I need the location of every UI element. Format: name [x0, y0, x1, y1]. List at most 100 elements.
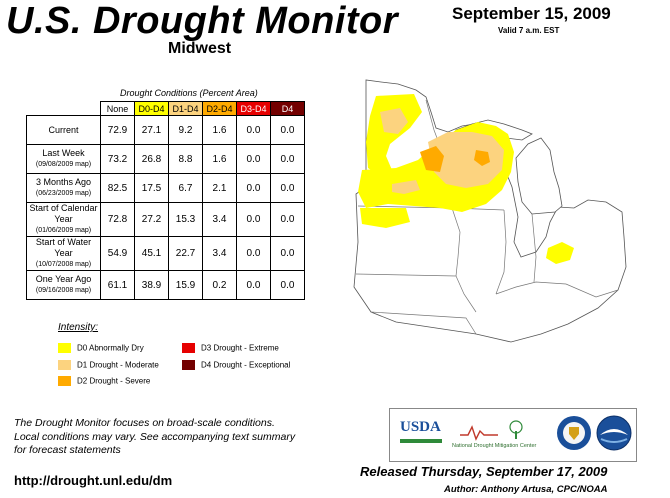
- legend-swatch-d3: [182, 343, 195, 353]
- table-caption: Drought Conditions (Percent Area): [120, 88, 258, 98]
- state-borders: [355, 99, 619, 335]
- legend-label: D4 Drought - Exceptional: [201, 360, 291, 370]
- border-ia-mo: [355, 273, 457, 277]
- d0-ohio: [546, 242, 574, 264]
- legend-title: Intensity:: [58, 322, 99, 333]
- table-cell: 1.6: [202, 144, 237, 174]
- land-michigan-lower: [515, 137, 563, 215]
- legend-item-d0: D0 Abnormally Dry: [58, 343, 144, 355]
- table-cell: 22.7: [168, 236, 203, 271]
- usda-logo: USDA: [400, 419, 441, 435]
- table-row: Start of Water Year (10/07/2008 map) 54.…: [26, 236, 305, 271]
- border-il-mo: [455, 275, 477, 313]
- table-cell: 26.8: [134, 144, 169, 174]
- noaa-logo-wave: [600, 438, 628, 443]
- col-header-d1-d4: D1-D4: [168, 101, 203, 116]
- table-cell: 45.1: [134, 236, 169, 271]
- table-cell: 3.4: [202, 202, 237, 237]
- table-cell: 0.0: [270, 144, 305, 174]
- col-header-d2-d4: D2-D4: [202, 101, 237, 116]
- table-cell: 0.0: [236, 202, 271, 237]
- noaa-logo-outer: [596, 415, 632, 451]
- legend-swatch-d2: [58, 376, 71, 386]
- border-ky: [495, 281, 619, 298]
- table-cell: 61.1: [100, 270, 135, 300]
- col-header-d3-d4: D3-D4: [236, 101, 271, 116]
- table-corner: [27, 102, 101, 116]
- table-cell: 0.0: [236, 236, 271, 271]
- legend-label: D2 Drought - Severe: [77, 376, 151, 386]
- d1-wisconsin: [428, 132, 504, 188]
- table-cell: 15.9: [168, 270, 203, 300]
- noaa-logo-icon: [596, 415, 632, 451]
- table-cell: 27.1: [134, 115, 169, 145]
- land-west: [353, 79, 627, 343]
- table-cell: 0.0: [270, 115, 305, 145]
- doc-seal-icon: [557, 416, 591, 450]
- ndmc-logo-icon: [460, 420, 523, 441]
- legend-item-d4: D4 Drought - Exceptional: [182, 360, 290, 372]
- col-header-d0-d4: D0-D4: [134, 101, 169, 116]
- row-label-sub: (10/07/2008 map): [35, 261, 92, 268]
- legend-label: D1 Drought - Moderate: [77, 360, 159, 370]
- note-line: for forecast statements: [14, 444, 121, 456]
- col-header-d4: D4: [270, 101, 305, 116]
- table-cell: 0.0: [270, 270, 305, 300]
- table-cell: 73.2: [100, 144, 135, 174]
- drought-table: None D0-D4 D1-D4 D2-D4 D3-D4 D4 Current …: [26, 101, 305, 300]
- table-cell: 0.0: [236, 173, 271, 203]
- ndmc-logo-label: National Drought Mitigation Center: [452, 443, 537, 449]
- row-label-sub: (06/23/2009 map): [35, 190, 92, 197]
- d2-wisconsin-east: [474, 150, 490, 166]
- table-row: One Year Ago (09/16/2008 map) 61.1 38.9 …: [26, 270, 305, 300]
- author-credit: Author: Anthony Artusa, CPC/NOAA: [444, 484, 608, 495]
- table-cell: 0.0: [236, 144, 271, 174]
- table-cell: 0.2: [202, 270, 237, 300]
- legend-swatch-d0: [58, 343, 71, 353]
- table-cell: 0.0: [270, 202, 305, 237]
- row-label-main: Last Week: [42, 148, 85, 158]
- table-cell: 0.0: [236, 270, 271, 300]
- row-label-main: Start of Water Year: [35, 237, 92, 258]
- border-mo-ar: [370, 311, 477, 335]
- table-cell: 8.8: [168, 144, 203, 174]
- legend-swatch-d1: [58, 360, 71, 370]
- row-label: Start of Calendar Year (01/06/2009 map): [26, 202, 101, 237]
- table-cell: 0.0: [270, 236, 305, 271]
- table-cell: 9.2: [168, 115, 203, 145]
- table-cell: 6.7: [168, 173, 203, 203]
- table-cell: 54.9: [100, 236, 135, 271]
- row-label: Last Week (09/08/2009 map): [26, 144, 101, 174]
- table-cell: 17.5: [134, 173, 169, 203]
- legend-item-d1: D1 Drought - Moderate: [58, 360, 159, 372]
- row-label-sub: (09/16/2008 map): [35, 287, 92, 294]
- doc-seal-shield: [569, 427, 579, 440]
- row-label: Start of Water Year (10/07/2008 map): [26, 236, 101, 271]
- row-label: One Year Ago (09/16/2008 map): [26, 270, 101, 300]
- table-cell: 0.0: [236, 115, 271, 145]
- ndmc-logo-trunk: [515, 431, 517, 439]
- table-row: Current 72.9 27.1 9.2 1.6 0.0 0.0: [26, 115, 305, 145]
- table-cell: 72.9: [100, 115, 135, 145]
- row-label-main: One Year Ago: [35, 274, 92, 284]
- row-label: 3 Months Ago (06/23/2009 map): [26, 173, 101, 203]
- row-label-main: 3 Months Ago: [35, 177, 92, 187]
- usda-logo-bar: [400, 439, 442, 443]
- legend-label: D3 Drought - Extreme: [201, 343, 279, 353]
- website-url[interactable]: http://drought.unl.edu/dm: [14, 473, 173, 488]
- release-date: Released Thursday, September 17, 2009: [360, 464, 608, 479]
- table-cell: 38.9: [134, 270, 169, 300]
- region-name: Midwest: [168, 40, 232, 57]
- drought-areas: [358, 94, 574, 264]
- table-cell: 72.8: [100, 202, 135, 237]
- row-label: Current: [26, 115, 101, 145]
- legend-swatch-d4: [182, 360, 195, 370]
- d1-minnesota-south: [392, 180, 420, 194]
- page-title: U.S. Drought Monitor: [6, 0, 399, 42]
- valid-time: Valid 7 a.m. EST: [498, 26, 560, 35]
- table-cell: 0.0: [270, 173, 305, 203]
- disclaimer-note: The Drought Monitor focuses on broad-sca…: [14, 417, 295, 458]
- noaa-logo-bird: [600, 429, 628, 435]
- d0-iowa-north: [360, 208, 410, 228]
- table-cell: 3.4: [202, 236, 237, 271]
